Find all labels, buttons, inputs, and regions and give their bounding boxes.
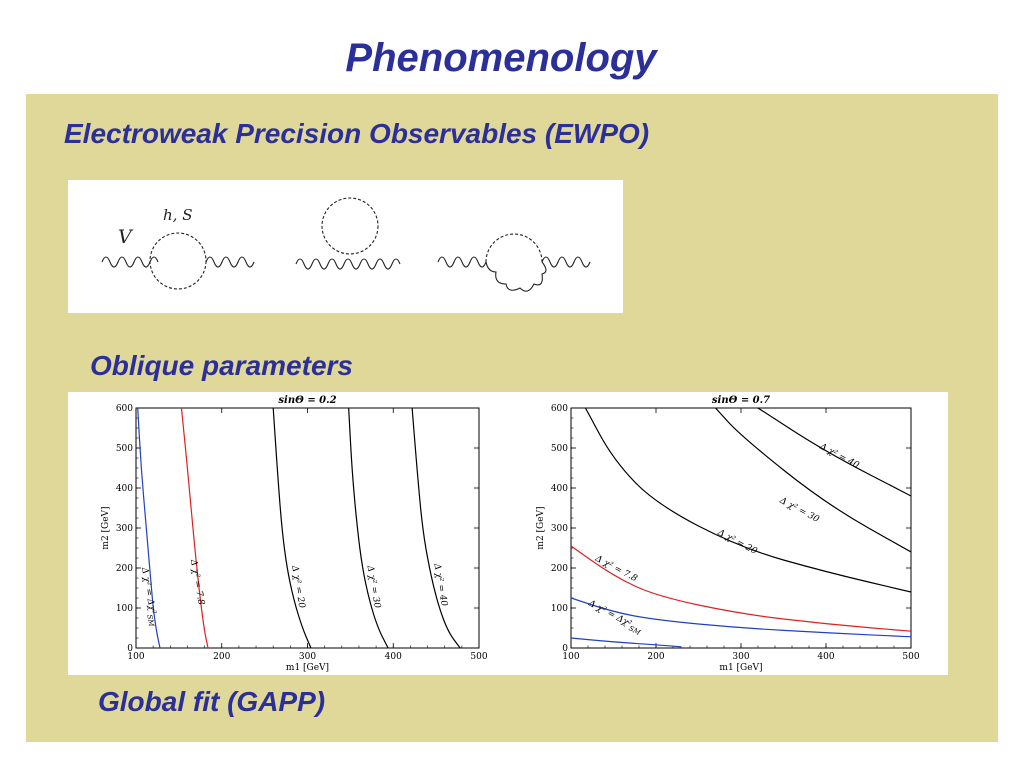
curve-label: Δ χ² = 7.8 (188, 558, 206, 606)
gauge-arc-3 (485, 261, 547, 292)
x-axis-label: m1 [GeV] (719, 663, 762, 673)
plot-title: sinΘ = 0.2 (278, 395, 336, 406)
curve-label: Δ χ² = 20 (715, 527, 759, 557)
wavy-line-right-1 (205, 256, 255, 268)
x-tick-label: 300 (732, 652, 749, 662)
scalar-loop-2 (321, 197, 379, 255)
series-line (272, 408, 312, 648)
wavy-line-right-3 (541, 256, 591, 268)
wavy-line-2 (295, 258, 401, 270)
series-line (571, 637, 682, 648)
y-tick-label: 500 (551, 444, 568, 454)
curve-label: Δ χ² = 30 (777, 495, 821, 525)
series-line (180, 408, 209, 648)
y-axis-label: m2 [GeV] (536, 506, 546, 549)
oblique-plots: sinΘ = 0.2 0 100 200 300 400 500 600 100 200 300 40… (68, 392, 948, 675)
curve-label: Δ χ² = 40 (817, 441, 861, 471)
curve-label: Δ χ² = Δχ²SM (585, 598, 645, 637)
x-tick-label: 300 (299, 652, 316, 662)
plot-title: sinΘ = 0.7 (712, 395, 770, 406)
feynman-diagrams: V h, S (68, 180, 623, 313)
y-tick-label: 500 (116, 444, 133, 454)
x-tick-label: 200 (213, 652, 230, 662)
series-line (571, 545, 911, 632)
y-tick-label: 100 (116, 604, 133, 614)
series-line (715, 408, 911, 553)
curve-label: Δ χ² = 20 (289, 564, 307, 609)
x-tick-label: 100 (127, 652, 144, 662)
heading-ewpo: Electroweak Precision Observables (EWPO) (64, 118, 650, 149)
y-tick-label: 200 (551, 564, 568, 574)
x-tick-label: 200 (647, 652, 664, 662)
curve-label: Δ χ² = 40 (431, 562, 449, 607)
heading-gapp: Global fit (GAPP) (98, 686, 326, 717)
x-tick-label: 500 (470, 652, 487, 662)
wavy-line-left-3 (437, 256, 487, 268)
series-line (348, 408, 389, 648)
series-line (411, 408, 461, 648)
scalar-arc-3 (485, 233, 543, 263)
x-tick-label: 400 (385, 652, 402, 662)
series-line (584, 408, 911, 593)
y-tick-label: 0 (127, 644, 133, 654)
x-tick-label: 500 (902, 652, 919, 662)
curve-label: Δ χ² = 7.8 (593, 553, 639, 584)
y-tick-label: 300 (551, 524, 568, 534)
y-tick-label: 400 (116, 484, 133, 494)
wavy-line-left-1 (101, 256, 159, 268)
x-tick-label: 400 (817, 652, 834, 662)
y-tick-label: 300 (116, 524, 133, 534)
y-tick-label: 100 (551, 604, 568, 614)
y-tick-label: 400 (551, 484, 568, 494)
label-loop: h, S (163, 206, 192, 224)
plot-frame (135, 407, 480, 649)
x-axis-label: m1 [GeV] (286, 663, 329, 673)
heading-oblique: Oblique parameters (90, 350, 353, 381)
slide-title: Phenomenology (345, 36, 657, 80)
y-tick-label: 0 (562, 644, 568, 654)
curve-label: Δ χ² = 30 (364, 564, 382, 609)
curve-label: Δ χ² = Δχ²SM (137, 566, 159, 628)
plot-frame (570, 407, 912, 649)
y-tick-label: 200 (116, 564, 133, 574)
series-line (571, 597, 911, 638)
feynman-svg: V h, S (101, 197, 591, 292)
y-tick-label: 600 (551, 404, 568, 414)
scalar-loop-1 (149, 232, 207, 290)
x-tick-label: 100 (562, 652, 579, 662)
y-tick-label: 600 (116, 404, 133, 414)
series-line (757, 408, 911, 497)
y-axis-label: m2 [GeV] (101, 506, 111, 549)
label-boson: V (118, 226, 134, 248)
series-line (137, 408, 161, 648)
